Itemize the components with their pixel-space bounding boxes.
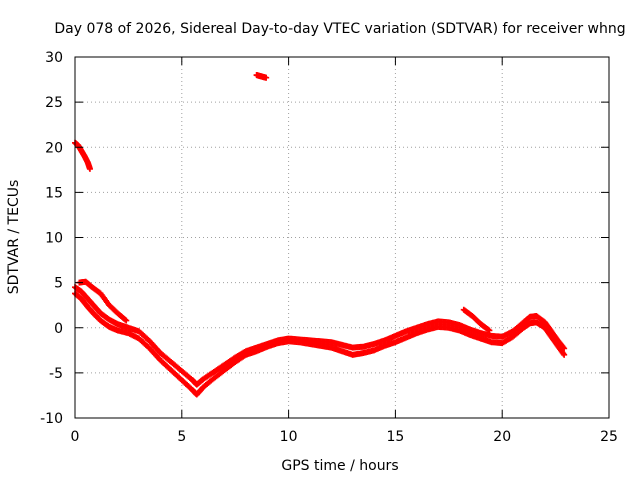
x-tick-label: 25 [600,429,618,445]
data-point [123,317,130,324]
tick-labels: 0 5 10 15 20 25 -10 -5 0 5 10 15 20 25 30 [40,50,618,445]
series-outlier-high [253,72,270,81]
y-tick-label: 0 [54,321,63,337]
data-point [263,74,270,81]
axis-ticks [74,56,610,419]
x-axis-title: GPS time / hours [281,458,398,474]
x-tick-label: 10 [280,429,298,445]
x-tick-label: 15 [386,429,404,445]
y-tick-label: 10 [45,231,63,247]
y-tick-label: 5 [54,276,63,292]
series-main-track-upper [72,284,568,388]
series-main-track-lower [72,290,568,398]
data-point [86,165,93,172]
y-tick-label: -5 [49,366,63,382]
chart-title: Day 078 of 2026, Sidereal Day-to-day VTE… [54,21,625,37]
y-tick-label: 15 [45,185,63,201]
x-tick-label: 0 [71,429,80,445]
data-points [72,72,568,398]
data-point [560,350,567,357]
y-tick-label: 25 [45,95,63,111]
data-point [122,316,129,323]
series-afternoon-branch [460,306,493,334]
x-tick-label: 5 [177,429,186,445]
data-point [561,351,568,358]
y-tick-label: -10 [40,411,63,427]
x-tick-label: 20 [493,429,511,445]
y-tick-label: 20 [45,140,63,156]
grid-lines [75,57,609,418]
y-tick-label: 30 [45,50,63,66]
data-point [486,327,493,334]
y-axis-title: SDTVAR / TECUs [6,180,22,295]
